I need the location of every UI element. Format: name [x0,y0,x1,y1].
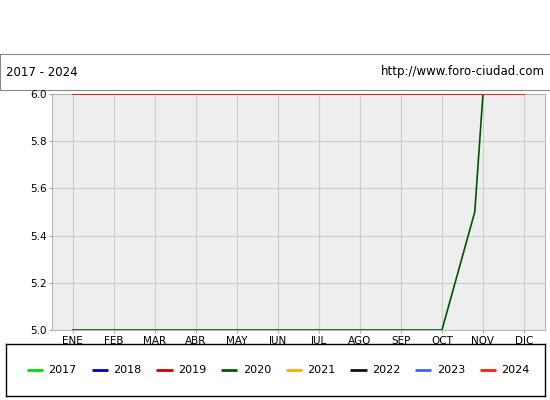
Text: 2019: 2019 [178,365,206,375]
Text: 2022: 2022 [372,365,400,375]
Text: 2023: 2023 [437,365,465,375]
Text: 2017: 2017 [48,365,77,375]
Text: 2021: 2021 [307,365,336,375]
Text: 2017 - 2024: 2017 - 2024 [6,66,77,78]
Text: 2020: 2020 [243,365,271,375]
Text: 2018: 2018 [113,365,141,375]
Text: 2024: 2024 [502,365,530,375]
Text: http://www.foro-ciudad.com: http://www.foro-ciudad.com [381,66,544,78]
Text: Evolucion num de emigrantes en Sotalbo: Evolucion num de emigrantes en Sotalbo [104,16,446,34]
